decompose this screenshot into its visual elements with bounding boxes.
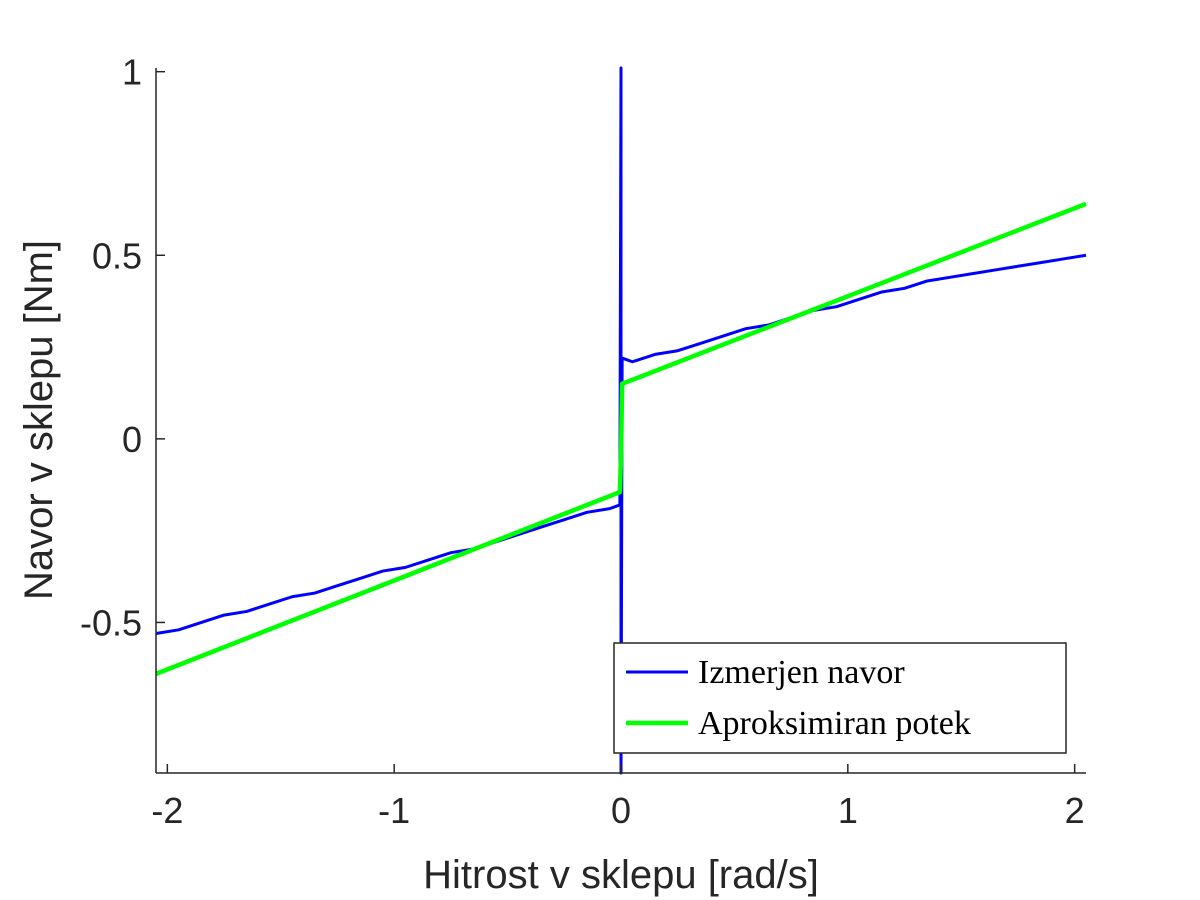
legend-label-izmerjen-navor: Izmerjen navor <box>698 654 905 691</box>
x-tick-label: 1 <box>838 790 858 831</box>
y-axis-label: Navor v sklepu [Nm] <box>17 240 61 600</box>
y-tick-label: -0.5 <box>80 602 142 643</box>
x-tick-label: 2 <box>1065 790 1085 831</box>
y-tick-label: 1 <box>122 52 142 93</box>
legend: Izmerjen navor Aproksimiran potek <box>613 642 1067 754</box>
y-ticks: -0.5 0 0.5 1 <box>80 52 165 643</box>
y-tick-label: 0 <box>122 419 142 460</box>
series-layer <box>155 66 1087 775</box>
x-tick-label: -2 <box>151 790 183 831</box>
x-tick-label: 0 <box>611 790 631 831</box>
y-tick-label: 0.5 <box>92 235 142 276</box>
legend-label-aproksimiran-potek: Aproksimiran potek <box>698 705 971 742</box>
series-line-aproksimiran-potek <box>155 201 1087 676</box>
x-ticks: -2 -1 0 1 2 <box>151 764 1085 831</box>
x-axis-label: Hitrost v sklepu [rad/s] <box>423 853 819 897</box>
x-tick-label: -1 <box>378 790 410 831</box>
legend-box <box>613 642 1067 754</box>
